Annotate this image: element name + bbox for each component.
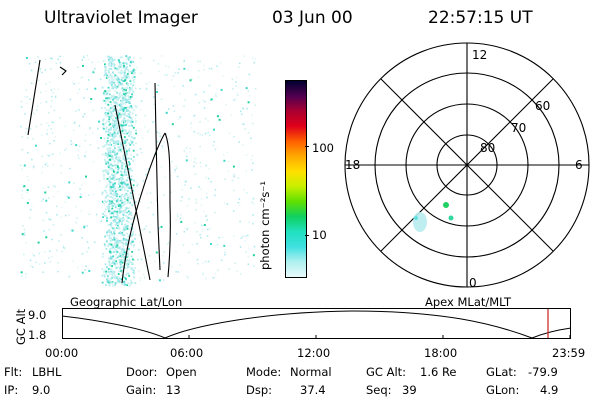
polar-diagonal-2 [380, 78, 554, 252]
mlat-label-60: 60 [535, 99, 550, 113]
instrument-title: Ultraviolet Imager [44, 8, 198, 28]
altitude-ylabel: GC Alt [14, 308, 28, 345]
info-glat-value: -79.9 [528, 365, 558, 379]
coastline-lines [27, 59, 171, 284]
mlt-label-6: 6 [575, 158, 583, 172]
info-seq-value: 39 [402, 383, 417, 397]
polar-panel-title: Apex MLat/MLT [425, 295, 512, 309]
info-door-key: Door: [126, 365, 158, 379]
mlt-label-12: 12 [472, 48, 487, 62]
info-ip-key: IP: [4, 383, 19, 397]
info-dsp-value: 37.4 [300, 383, 326, 397]
xtick-2359: 23:59 [552, 346, 586, 360]
mlat-label-80: 80 [480, 141, 495, 155]
info-seq-key: Seq: [366, 383, 392, 397]
colorbar-tick-mark [305, 235, 309, 236]
info-flt-value: LBHL [32, 365, 62, 379]
info-flt-key: Flt: [4, 365, 23, 379]
info-mode-key: Mode: [246, 365, 282, 379]
geographic-image-panel [20, 55, 257, 287]
mlt-label-0: 0 [469, 276, 477, 290]
mlat-label-70: 70 [511, 121, 526, 135]
colorbar-gradient [286, 81, 306, 277]
info-gain-value: 13 [166, 383, 181, 397]
altitude-plot [62, 308, 572, 339]
info-gain-key: Gain: [126, 383, 157, 397]
xtick-1800: 18:00 [424, 346, 458, 360]
polar-aurora-spots [413, 202, 454, 232]
colorbar-tick-10: 10 [312, 228, 327, 242]
info-door-value: Open [166, 365, 197, 379]
xtick-0000: 00:00 [45, 346, 79, 360]
altitude-ytick-max: 9.0 [28, 308, 47, 322]
aurora-emission-speckles [20, 55, 257, 287]
info-mode-value: Normal [290, 365, 332, 379]
mlt-label-18: 18 [345, 158, 360, 172]
xtick-1200: 12:00 [297, 346, 331, 360]
polar-plot: 12 0 18 6 60 70 80 [344, 42, 590, 290]
info-gcalt-value: 1.6 Re [420, 365, 457, 379]
info-glat-key: GLat: [486, 365, 517, 379]
altitude-ytick-min: 1.8 [28, 328, 47, 342]
left-panel-title: Geographic Lat/Lon [70, 295, 183, 309]
colorbar-unit-label: photon cm⁻²s⁻¹ [258, 181, 272, 270]
observation-date: 03 Jun 00 [272, 8, 353, 28]
info-glon-value: 4.9 [540, 383, 559, 397]
colorbar [285, 80, 307, 278]
observation-time: 22:57:15 UT [428, 8, 533, 28]
info-gcalt-key: GC Alt: [366, 365, 407, 379]
colorbar-tick-100: 100 [312, 141, 334, 155]
colorbar-tick-mark [305, 146, 309, 147]
info-dsp-key: Dsp: [246, 383, 273, 397]
info-ip-value: 9.0 [32, 383, 51, 397]
info-glon-key: GLon: [486, 383, 520, 397]
xtick-0600: 06:00 [170, 346, 204, 360]
